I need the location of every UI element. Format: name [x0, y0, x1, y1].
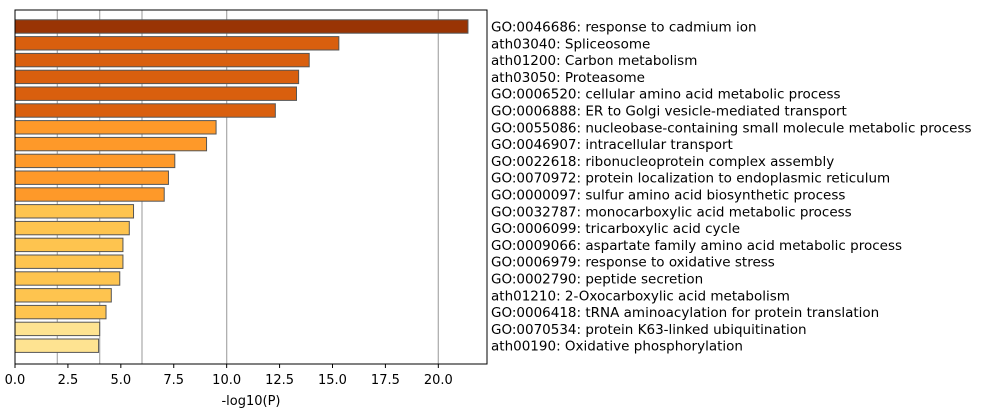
bar-19 [14, 338, 100, 353]
category-label-18: GO:0070534: protein K63-linked ubiquitin… [491, 322, 807, 338]
category-label-15: GO:0002790: peptide secretion [491, 272, 703, 288]
x-axis-label: -log10(P) [221, 394, 280, 409]
x-tick-label-5: 12.5 [265, 373, 294, 388]
x-tick-label-7: 17.5 [371, 373, 400, 388]
bar-11 [14, 204, 135, 219]
bar-3 [14, 69, 300, 85]
bar-4 [14, 86, 298, 101]
bar-16 [14, 288, 112, 303]
x-tick-label-4: 10.0 [212, 373, 241, 388]
bar-13 [14, 237, 124, 253]
x-tick-label-0: 0.0 [5, 373, 26, 388]
category-label-0: GO:0046686: response to cadmium ion [491, 20, 757, 36]
category-label-12: GO:0006099: tricarboxylic acid cycle [491, 221, 740, 237]
plot-frame [14, 9, 488, 365]
category-label-6: GO:0055086: nucleobase-containing small … [491, 120, 972, 136]
x-tick-label-6: 15.0 [318, 373, 347, 388]
category-label-8: GO:0022618: ribonucleoprotein complex as… [491, 154, 834, 170]
category-label-14: GO:0006979: response to oxidative stress [491, 255, 775, 271]
category-label-10: GO:0000097: sulfur amino acid biosynthet… [491, 188, 845, 204]
category-label-7: GO:0046907: intracellular transport [491, 137, 733, 153]
x-tick-label-8: 20.0 [424, 373, 453, 388]
bar-5 [14, 103, 276, 118]
x-tick-label-2: 5.0 [110, 373, 131, 388]
category-label-11: GO:0032787: monocarboxylic acid metaboli… [491, 204, 852, 220]
bar-17 [14, 304, 107, 320]
bar-8 [14, 153, 176, 169]
bar-1 [14, 36, 340, 51]
x-ticks: 0.0 2.5 5.0 7.5 10.0 12.5 15.0 17.5 20.0 [5, 364, 453, 388]
bar-9 [14, 170, 169, 185]
bar-12 [14, 220, 130, 236]
bar-10 [14, 187, 165, 202]
bar-0 [14, 19, 469, 34]
category-label-4: GO:0006520: cellular amino acid metaboli… [491, 87, 841, 103]
bars [14, 19, 469, 353]
bar-6 [14, 120, 217, 135]
category-label-3: ath03050: Proteasome [491, 70, 645, 86]
category-label-16: ath01210: 2-Oxocarboxylic acid metabolis… [491, 288, 790, 304]
category-label-9: GO:0070972: protein localization to endo… [491, 171, 890, 187]
bar-7 [14, 136, 208, 152]
bar-18 [14, 321, 101, 337]
category-label-19: ath00190: Oxidative phosphorylation [491, 339, 743, 355]
x-tick-label-3: 7.5 [163, 373, 184, 388]
category-label-2: ath01200: Carbon metabolism [491, 53, 697, 69]
category-label-5: GO:0006888: ER to Golgi vesicle-mediated… [491, 104, 847, 120]
category-labels: GO:0046686: response to cadmium ionath03… [491, 20, 972, 355]
category-label-13: GO:0009066: aspartate family amino acid … [491, 238, 902, 254]
category-label-1: ath03040: Spliceosome [491, 36, 650, 52]
bar-14 [14, 254, 124, 269]
x-tick-label-1: 2.5 [58, 373, 79, 388]
bar-15 [14, 271, 121, 286]
category-label-17: GO:0006418: tRNA aminoacylation for prot… [491, 305, 879, 321]
bar-2 [14, 52, 310, 68]
